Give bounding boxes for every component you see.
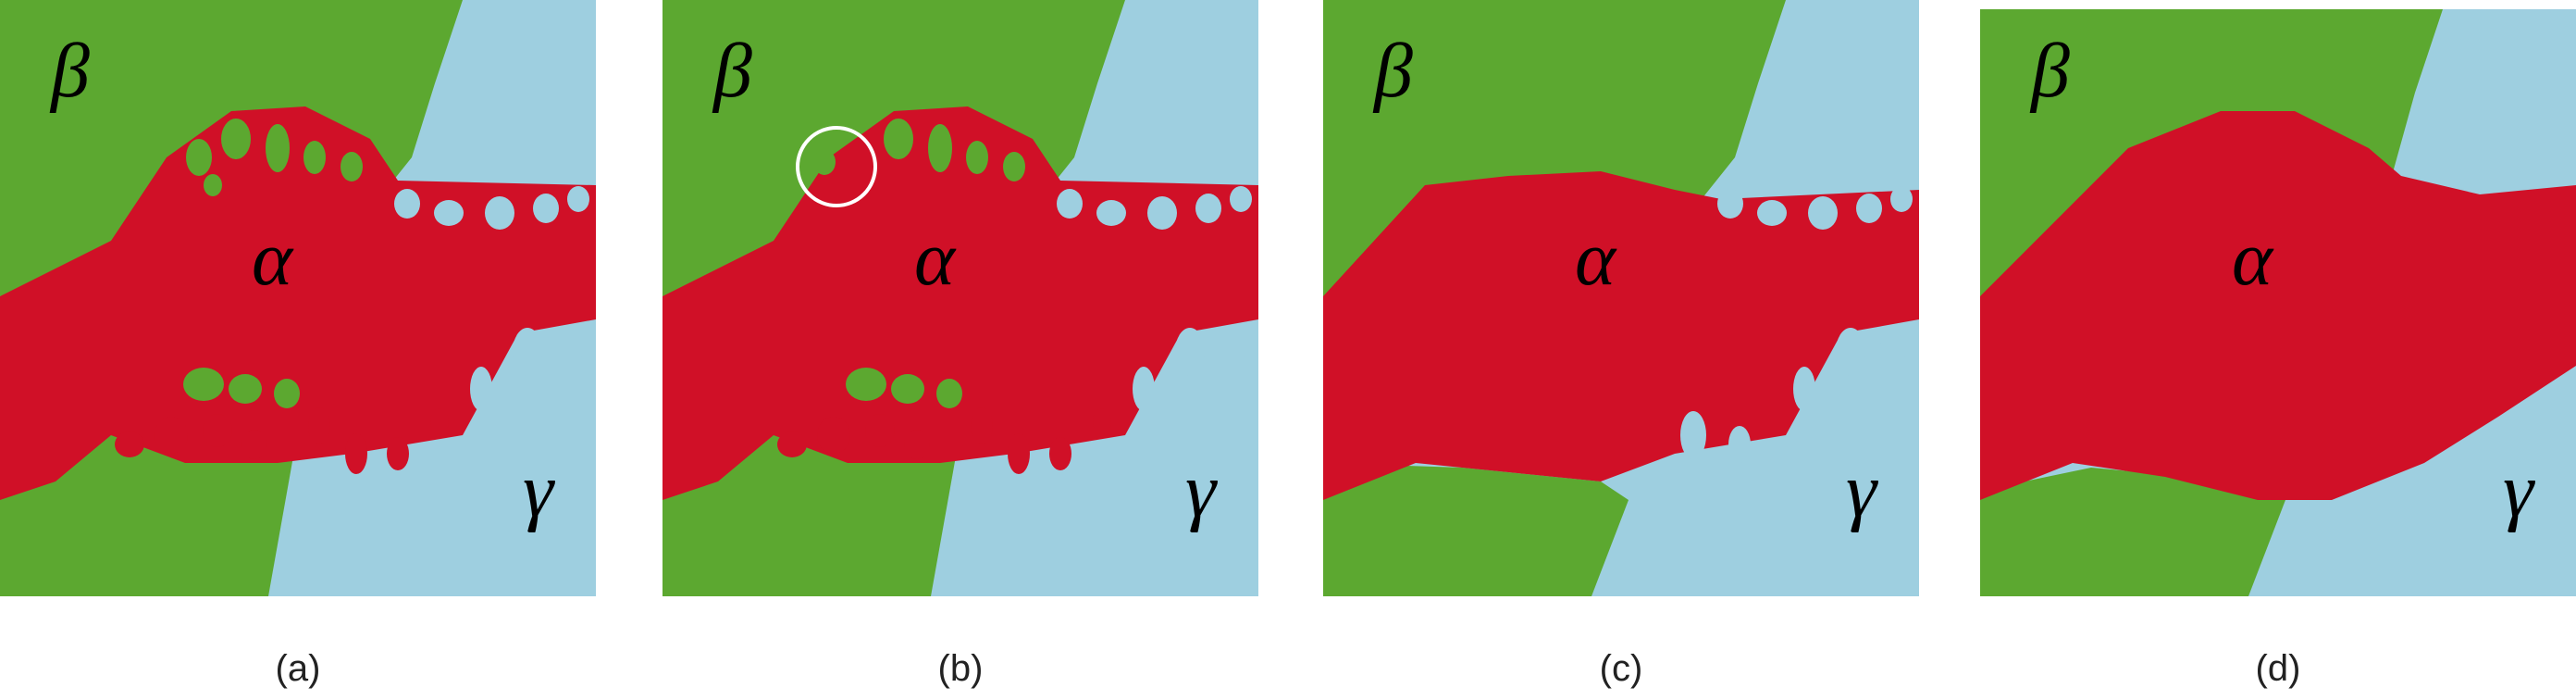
label-gamma: γ — [1846, 447, 1877, 533]
panel-b: β α γ (b) — [663, 0, 1258, 700]
label-gamma: γ — [523, 447, 554, 533]
panel-c-segmentation-map — [1323, 0, 1919, 596]
panel-b-segmentation-map — [663, 0, 1258, 596]
label-alpha: α — [2232, 216, 2273, 302]
alpha-region — [1323, 171, 1919, 500]
beta-fragments-lower — [846, 368, 962, 408]
beta-region-lower — [1323, 463, 1629, 596]
label-gamma: γ — [1185, 447, 1217, 533]
gamma-fragments-right — [394, 186, 589, 411]
panel-a: β α γ (a) — [0, 0, 596, 700]
alpha-fragments-lower — [777, 407, 1111, 474]
gamma-fragments-right — [1057, 186, 1252, 411]
panel-c: β α γ (c) — [1323, 0, 1919, 700]
label-beta: β — [2031, 28, 2070, 114]
gamma-fragments-right — [1680, 186, 1913, 463]
label-beta: β — [713, 28, 752, 114]
label-alpha: α — [1575, 216, 1616, 302]
panel-a-segmentation-map — [0, 0, 596, 596]
beta-fragments-upper — [186, 119, 363, 196]
alpha-region — [1980, 111, 2576, 500]
label-beta: β — [51, 28, 90, 114]
caption-c: (c) — [1599, 648, 1643, 689]
alpha-fragments-lower — [115, 407, 449, 474]
caption-a: (a) — [275, 648, 321, 689]
beta-region-lower — [1980, 468, 2285, 596]
label-alpha: α — [914, 216, 956, 302]
caption-b: (b) — [937, 648, 984, 689]
label-gamma: γ — [2503, 447, 2534, 533]
panel-d: β α γ (d) — [1980, 0, 2576, 700]
beta-fragments-lower — [183, 368, 300, 408]
label-alpha: α — [252, 216, 293, 302]
beta-fragments-upper — [813, 119, 1025, 181]
panel-d-segmentation-map — [1980, 9, 2576, 596]
highlight-circle — [796, 126, 877, 207]
caption-d: (d) — [2255, 648, 2301, 689]
label-beta: β — [1374, 28, 1413, 114]
